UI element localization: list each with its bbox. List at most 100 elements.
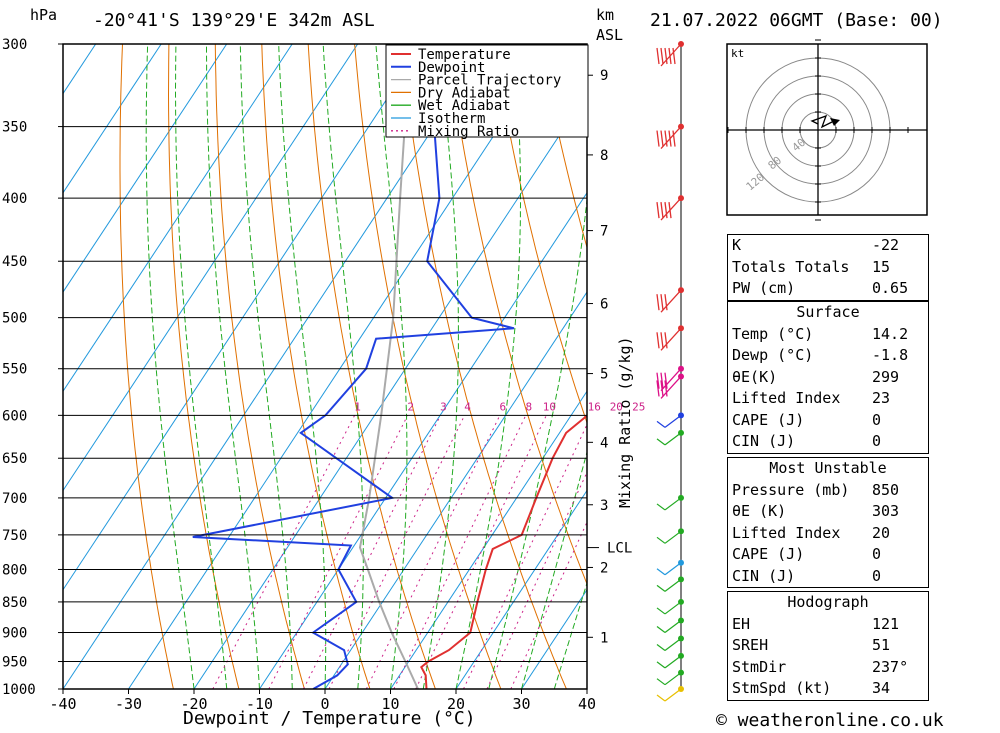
surface-value: -1.8 — [872, 346, 909, 364]
wind-barb — [660, 327, 682, 351]
mixing-ratio-axis-label: Mixing Ratio (g/kg) — [616, 336, 634, 508]
mixing-ratio-label: 3 — [440, 400, 447, 413]
height-tick-label: 7 — [600, 224, 608, 240]
wind-barb-feather — [656, 503, 666, 511]
hodograph-table: Hodograph EH 121 SREH 51 StmDir 237° StmSpd (k… — [727, 591, 929, 701]
legend-label: Isotherm — [418, 111, 485, 127]
pressure-tick-label: 550 — [2, 362, 27, 378]
most-unstable-row: CAPE (J) 0 — [728, 544, 928, 566]
hodograph-value: 121 — [872, 614, 900, 633]
surface-label: CIN (J) — [732, 432, 796, 450]
hodograph-row: EH 121 — [728, 614, 928, 636]
wind-barb — [660, 126, 682, 150]
wind-barb — [660, 43, 682, 67]
isotherm-line — [63, 44, 293, 393]
dry-adiabat-line — [951, 26, 1000, 689]
wind-barb — [664, 688, 682, 702]
isotherm-line — [63, 44, 359, 492]
index-label: K — [732, 236, 742, 254]
pressure-tick-label: 850 — [2, 595, 27, 611]
hodograph-value: 51 — [872, 636, 891, 654]
lcl-label: LCL — [607, 541, 632, 557]
wet-adiabat-line — [375, 44, 408, 689]
wind-barb-flag — [656, 47, 660, 65]
wind-barb-flag — [656, 332, 660, 349]
x-tick-label: 30 — [512, 695, 530, 713]
legend-label: Dry Adiabat — [418, 85, 511, 101]
pressure-tick-label: 600 — [2, 408, 27, 424]
location-title: -20°41'S 139°29'E 342m ASL — [93, 10, 375, 31]
surface-label: Lifted Index — [732, 389, 841, 407]
datetime-title: 21.07.2022 06GMT (Base: 00) — [650, 10, 943, 31]
wind-barb — [660, 289, 682, 313]
pressure-tick-label: 350 — [2, 120, 27, 136]
mixing-ratio-line — [393, 415, 527, 689]
height-tick-label: 6 — [600, 297, 608, 313]
height-unit-asl: ASL — [596, 26, 624, 44]
most-unstable-row: CIN (J) 0 — [728, 566, 928, 588]
isotherm-line — [63, 44, 228, 293]
wet-adiabat-line — [488, 195, 587, 689]
surface-row: Lifted Index 23 — [728, 388, 928, 410]
wind-barb-feather — [656, 626, 666, 633]
dewpoint-line — [192, 44, 551, 689]
wind-barb-flag — [668, 130, 672, 147]
surface-value: 23 — [872, 389, 891, 407]
surface-table: Surface Temp (°C) 14.2 Dewp (°C) -1.8 θE(K) 2… — [727, 301, 929, 454]
storm-motion-marker — [830, 118, 840, 126]
most-unstable-title: Most Unstable — [769, 459, 887, 477]
wind-barb-feather — [656, 607, 666, 615]
isotherm-line — [63, 44, 162, 194]
mixing-ratio-line — [486, 471, 587, 689]
wet-adiabat-line — [322, 44, 364, 689]
index-value: -22 — [872, 236, 900, 254]
most-unstable-value: 20 — [872, 523, 891, 542]
hodograph-label: StmSpd (kt) — [732, 679, 832, 697]
index-value: 0.65 — [872, 279, 909, 297]
most-unstable-table: Most Unstable Pressure (mb) 850 θE (K) 303 L… — [727, 457, 929, 588]
credit: © weatheronline.co.uk — [716, 710, 944, 731]
wind-barb — [664, 414, 682, 428]
isotherm-line — [63, 44, 490, 689]
wind-barb-flag — [668, 47, 672, 65]
mixing-ratio-label: 10 — [543, 400, 556, 413]
most-unstable-row: Lifted Index 20 — [728, 523, 928, 545]
wind-barb-flag — [664, 380, 668, 397]
hodograph-unit: kt — [731, 47, 744, 60]
wind-barb — [664, 601, 682, 615]
x-tick-label: -10 — [246, 695, 273, 713]
pressure-tick-label: 800 — [2, 562, 27, 578]
most-unstable-row: Pressure (mb) 850 — [728, 480, 928, 502]
wind-barb-flag — [664, 332, 668, 349]
dry-adiabat-line — [214, 44, 305, 689]
wind-barb — [664, 578, 682, 592]
wind-barb-feather — [656, 694, 666, 702]
index-label: Totals Totals — [732, 257, 850, 276]
wind-barb — [664, 432, 682, 446]
legend-box — [385, 44, 589, 138]
pressure-tick-label: 900 — [2, 626, 27, 642]
legend-label: Wet Adiabat — [418, 98, 511, 114]
surface-row: Temp (°C) 14.2 — [728, 324, 928, 346]
hodograph-label: EH — [732, 614, 751, 633]
hodograph-title: Hodograph — [787, 593, 869, 611]
temperature-line — [420, 413, 587, 689]
plot-frame — [62, 43, 588, 690]
x-tick-label: 10 — [381, 695, 399, 713]
mixing-ratio-line — [268, 415, 409, 689]
wind-barb-feather — [656, 584, 666, 592]
wind-barb-flag — [660, 202, 664, 219]
surface-row: CIN (J) 0 — [728, 431, 928, 453]
pressure-tick-label: 450 — [2, 254, 27, 270]
mixing-ratio-label: 16 — [588, 400, 601, 413]
height-tick-label: 1 — [600, 630, 608, 646]
hodograph-value: 34 — [872, 679, 891, 697]
wind-barb-flag — [664, 202, 668, 219]
wind-barb-feather — [656, 420, 666, 428]
pressure-tick-label: 950 — [2, 655, 27, 671]
wind-barb — [664, 562, 682, 576]
wind-barb-flag — [664, 294, 668, 311]
index-label: PW (cm) — [732, 279, 796, 297]
surface-row: θE(K) 299 — [728, 367, 928, 389]
wind-barb-flag — [660, 294, 664, 311]
